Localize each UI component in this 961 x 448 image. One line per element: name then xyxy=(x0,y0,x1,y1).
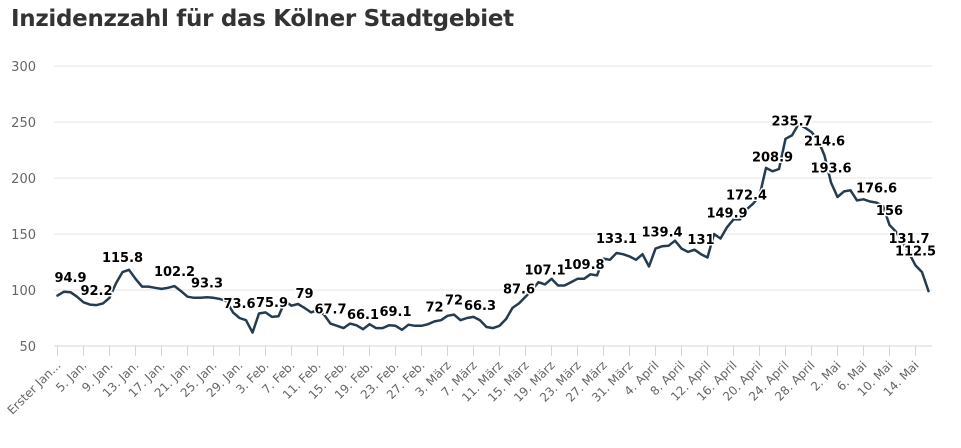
y-axis: 50 100 150 200 250 300 xyxy=(11,60,36,355)
series-line-inzidenz xyxy=(56,122,930,334)
data-label: 235.7 xyxy=(771,114,812,129)
data-label: 112.5 xyxy=(895,244,936,259)
y-tick-label: 200 xyxy=(11,172,36,187)
data-label: 172.4 xyxy=(726,188,767,203)
data-label: 214.6 xyxy=(804,135,845,150)
data-label: 66.1 xyxy=(347,308,379,323)
chart-title: Inzidenzzahl für das Kölner Stadtgebiet xyxy=(11,6,514,32)
data-label: 115.8 xyxy=(102,251,143,266)
data-label: 92.2 xyxy=(80,284,112,299)
data-label: 102.2 xyxy=(154,265,195,280)
data-label: 149.9 xyxy=(706,206,747,221)
data-label: 93.3 xyxy=(191,276,223,291)
data-label: 193.6 xyxy=(810,161,851,176)
data-label: 87.6 xyxy=(503,282,535,297)
gridlines xyxy=(54,65,932,291)
data-label: 131.7 xyxy=(888,232,929,247)
data-label: 139.4 xyxy=(641,225,682,240)
y-tick-label: 300 xyxy=(11,60,36,75)
data-label: 69.1 xyxy=(379,305,411,320)
data-label: 131 xyxy=(687,233,714,248)
data-label: 94.9 xyxy=(54,271,86,286)
data-label: 72 xyxy=(425,300,443,315)
data-label: 208.9 xyxy=(752,150,793,165)
data-label: 133.1 xyxy=(596,232,637,247)
data-label: 156 xyxy=(876,204,903,219)
y-tick-label: 50 xyxy=(19,340,36,355)
y-tick-label: 250 xyxy=(11,116,36,131)
y-tick-label: 100 xyxy=(11,284,36,299)
data-label: 75.9 xyxy=(256,296,288,311)
data-label: 72 xyxy=(445,294,463,309)
data-label: 109.8 xyxy=(563,258,604,273)
x-axis: Erster Jan...5. Jan.9. Jan.13. Jan.17. J… xyxy=(5,345,932,417)
data-label: 73.6 xyxy=(223,297,255,312)
data-label: 66.3 xyxy=(464,299,496,314)
y-tick-label: 150 xyxy=(11,228,36,243)
data-label: 107.1 xyxy=(524,263,565,278)
data-label: 79 xyxy=(295,287,313,302)
data-label: 176.6 xyxy=(856,182,897,197)
data-label: 67.7 xyxy=(314,303,346,318)
